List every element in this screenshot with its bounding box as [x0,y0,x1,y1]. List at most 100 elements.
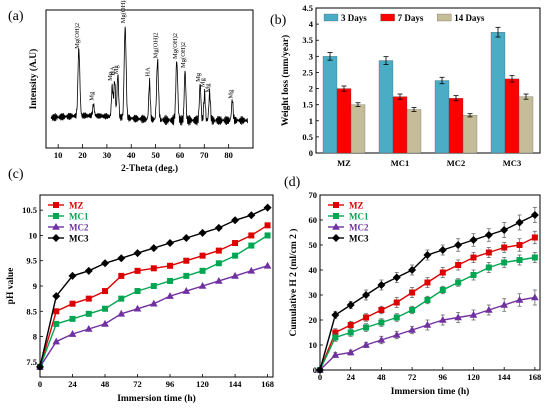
point-mc1 [470,272,477,278]
point-mc2 [500,301,508,308]
y-tick-label-5: 50 [309,240,318,250]
y-tick-label-8: 4 [309,19,314,29]
point-mc3 [231,216,240,225]
point-mc3 [377,281,386,289]
point-mc3 [362,291,371,299]
point-mc3 [423,251,432,259]
point-mc2 [263,261,272,269]
point-mc3 [530,211,539,219]
peak-label-9: Mg [195,72,202,82]
y-tick-label-9: 4.5 [302,3,313,13]
panel-label-b: (b) [270,13,287,28]
y-axis-title: pH value [6,268,16,305]
legend-marker-2 [332,223,340,230]
panel-label-a: (a) [8,9,24,24]
y-tick-label-6: 60 [309,215,318,225]
point-mz [183,257,190,264]
bar-14-days-mc2 [462,115,478,154]
point-mc1 [409,307,416,313]
point-mc2 [362,341,370,348]
y-tick-label-7: 3.5 [302,35,313,45]
point-mz [439,269,446,276]
x-tick-label-2: 48 [101,379,110,389]
y-tick-label-1: 10 [309,340,318,350]
y-axis-title: Weight loss (mm/year) [280,35,291,126]
point-mz [85,295,92,302]
x-tick-label-5: 60 [176,150,185,160]
point-mc1 [134,288,141,295]
point-mc3 [469,236,478,244]
bar-7-days-mc2 [448,98,464,154]
category-label-mc2: MC2 [447,158,465,168]
peak-label-11: Mg [205,83,212,93]
point-mz [215,247,222,254]
point-mz [455,262,462,268]
point-mc1 [167,277,174,284]
y-tick-label-3: 1.5 [302,100,313,110]
y-tick-label-0: 7.5 [26,357,37,367]
point-mz [332,329,339,336]
y-tick-label-2: 1 [309,116,313,126]
peak-label-4: Mg(OH)2 [120,0,127,23]
point-mc3 [198,228,207,237]
point-mc3 [84,266,93,275]
point-mc2 [133,304,142,312]
legend-label-0: 3 Days [341,13,367,23]
point-mc3 [346,301,355,309]
point-mc1 [150,283,157,289]
point-mz [69,300,76,307]
y-tick-label-1: 0.5 [302,132,313,142]
y-axis-title: Cumulative H 2 (ml/cm 2 ) [288,229,299,337]
point-mc3 [166,239,175,248]
x-tick-label-5: 120 [467,372,480,382]
point-mc2 [392,331,401,338]
x-tick-label-7: 80 [224,150,233,160]
point-mc2 [485,306,493,313]
x-tick-label-3: 72 [408,372,417,382]
point-mz [248,232,255,239]
y-tick-label-1: 8 [33,332,37,342]
y-tick-label-2: 8.5 [26,306,37,316]
point-mc2 [52,337,61,345]
y-tick-label-2: 20 [309,315,318,325]
point-mz [501,244,508,251]
y-tick-label-6: 10.5 [22,205,37,215]
peak-label-0: Mg(OH)2 [74,23,81,49]
x-tick-label-0: 0 [38,379,42,389]
legend-marker-0 [53,202,59,208]
point-mc3 [316,366,324,374]
y-tick-label-0: 0 [309,148,313,158]
point-mz [264,222,271,229]
legend-label-0: MZ [349,201,364,211]
ph-chart: 0 24 48 72 96 120 144 168 7.5 8 8.5 9 9.5 10 10.5 MZMC1… [6,194,274,404]
peak-label-12: Mg [227,89,234,99]
point-mz [393,299,400,306]
point-mz [424,279,431,286]
point-mc1 [69,315,76,322]
x-tick-label-4: 50 [151,150,160,160]
point-mc3 [101,259,110,268]
point-mc1 [347,329,354,336]
legend-marker-0 [333,202,339,208]
point-mz [347,322,354,328]
x-tick-label-1: 24 [346,372,355,382]
weight-loss-chart: 0 0.5 1 1.5 2 2.5 3 3.5 4 4.5 MZ MC1 MC2 MC3 3 Days 7 D… [280,3,541,168]
point-mc1 [485,264,492,271]
point-mc2 [166,292,174,299]
x-tick-label-3: 72 [133,379,142,389]
point-mc1 [455,279,462,286]
category-label-mz: MZ [337,158,351,168]
bar-7-days-mc1 [392,96,408,154]
y-tick-label-5: 10 [29,230,38,240]
peak-label-3: Mg [113,64,120,74]
point-mc2 [408,326,416,333]
point-mc3 [438,246,447,254]
bar-3-days-mz [322,56,338,154]
point-mz [134,267,141,274]
peak-label-13: Mg [88,91,95,101]
point-mc1 [516,257,523,263]
x-axis-title: Immersion time (h) [117,393,196,404]
point-mc3 [214,223,223,232]
point-mc3 [500,226,509,234]
